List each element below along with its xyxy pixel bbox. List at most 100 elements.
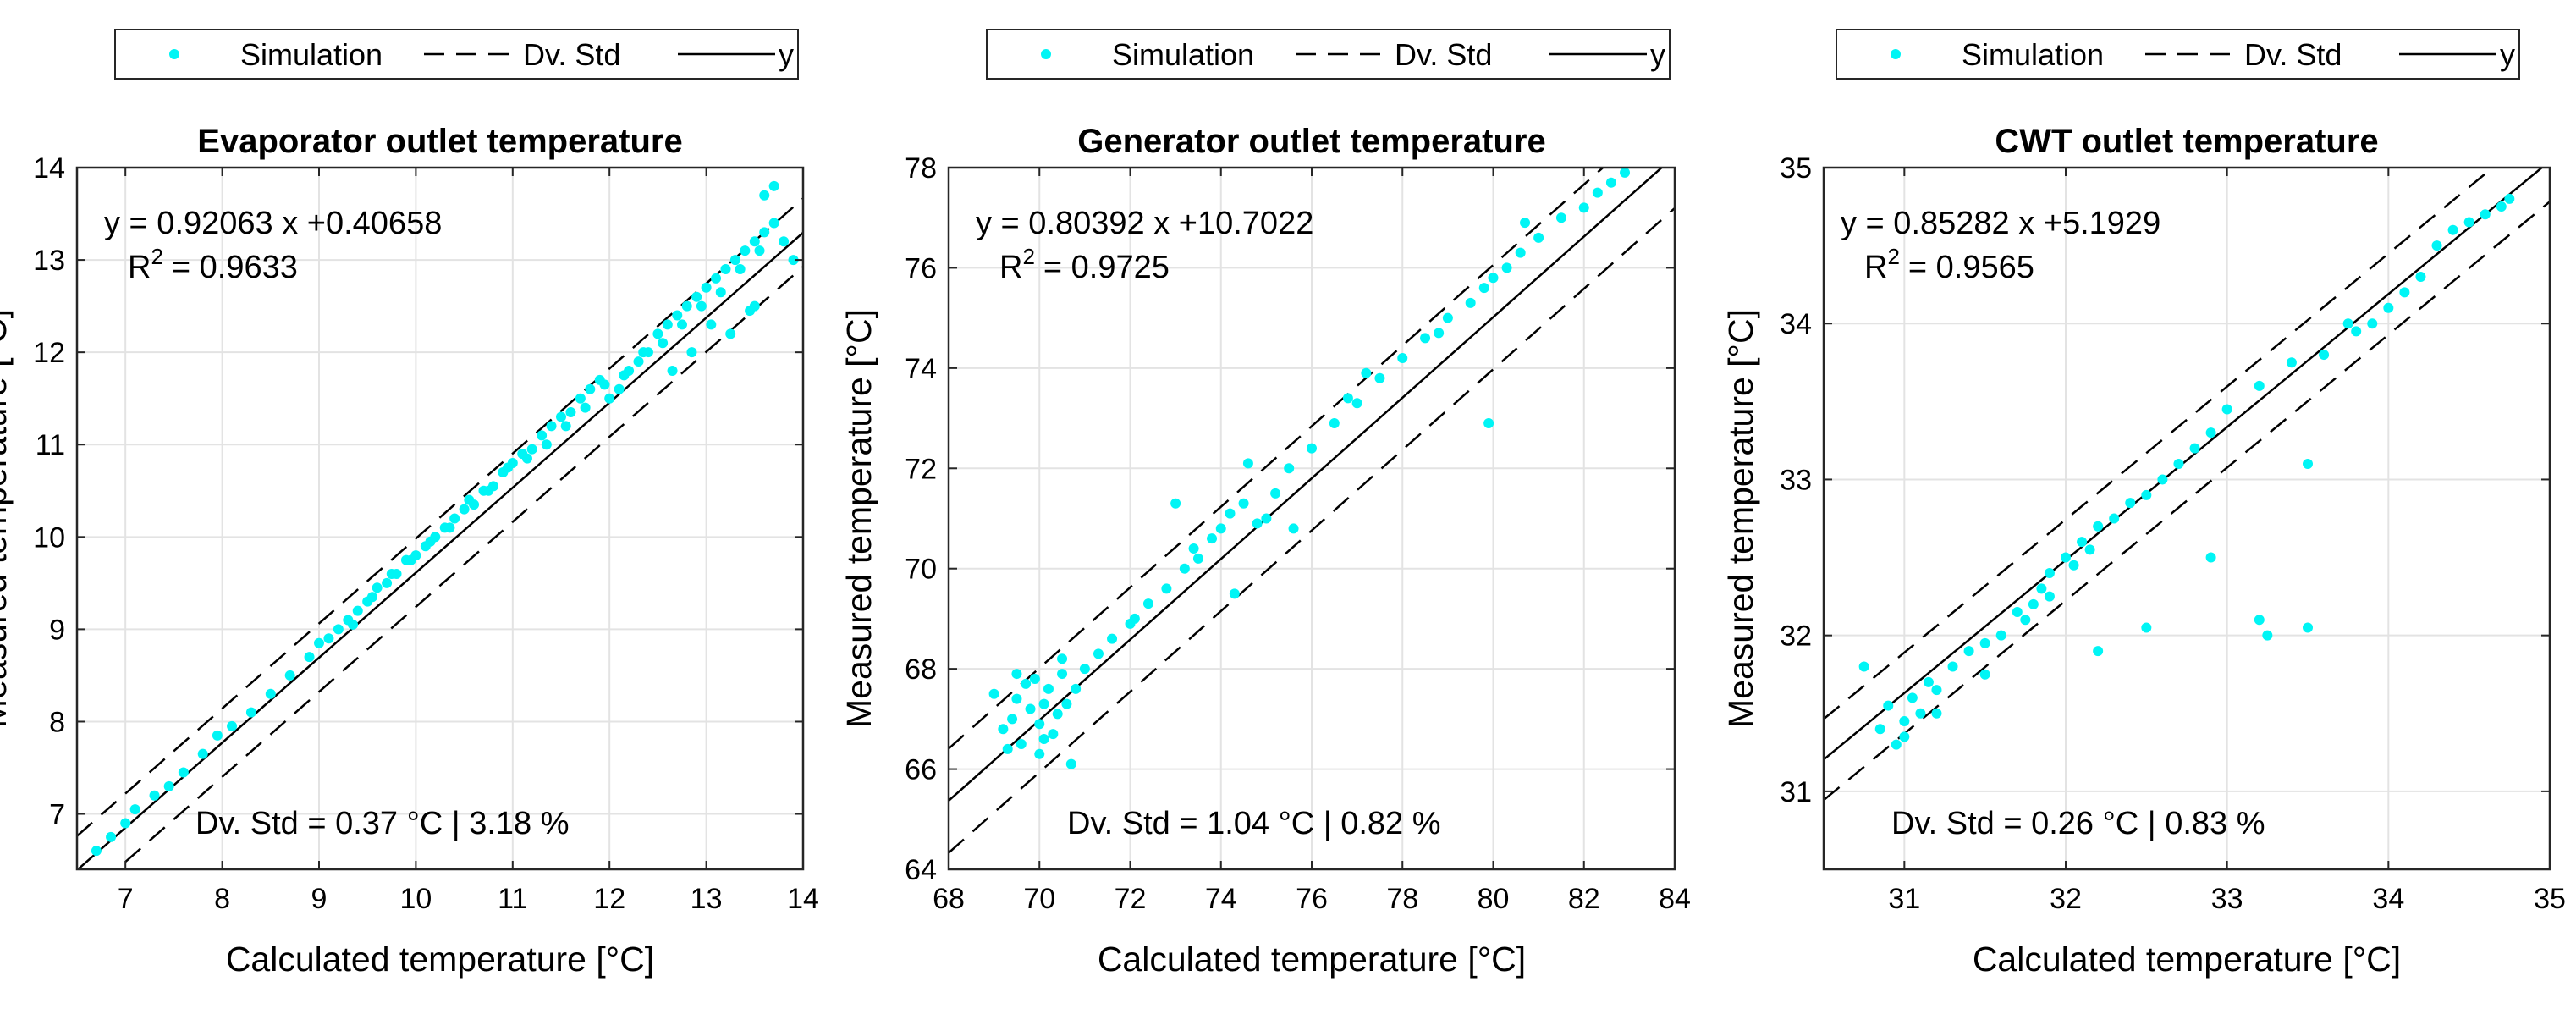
scatter-point <box>2109 513 2120 524</box>
scatter-point <box>245 707 256 718</box>
scatter-point <box>1442 312 1453 323</box>
scatter-point <box>2367 318 2378 329</box>
scatter-point <box>2093 521 2104 532</box>
r-squared-label: R2 = 0.9725 <box>999 244 1170 285</box>
scatter-point <box>1252 518 1263 529</box>
y-tick-label: 13 <box>33 245 65 277</box>
scatter-point <box>1465 297 1476 308</box>
scatter-point <box>265 688 276 699</box>
scatter-point <box>1931 685 1942 696</box>
legend-marker-simulation <box>1041 49 1051 59</box>
scatter-point <box>323 633 334 644</box>
scatter-point <box>1515 247 1526 258</box>
fit-lines <box>1824 168 2550 802</box>
lower-std-line <box>115 266 803 869</box>
scatter-point <box>1065 758 1076 769</box>
scatter-point <box>2077 537 2088 548</box>
scatter-point <box>1374 372 1385 383</box>
x-tick-label: 72 <box>1115 883 1147 915</box>
scatter-point <box>284 670 295 681</box>
scatter-point <box>768 180 779 191</box>
scatter-point <box>503 462 514 473</box>
scatter-point <box>1874 724 1885 735</box>
scatter-point <box>2351 326 2362 337</box>
scatter-point <box>662 319 673 330</box>
scatter-point <box>1578 202 1589 213</box>
scatter-point <box>658 338 669 349</box>
scatter-point <box>1397 353 1408 364</box>
x-axis-label: Calculated temperature [°C] <box>226 940 654 979</box>
x-tick-label: 13 <box>691 883 723 915</box>
scatter-point <box>1434 328 1445 339</box>
scatter-point <box>1021 678 1032 689</box>
r-squared-value: = 0.9565 <box>1908 250 2034 285</box>
scatter-point <box>1170 498 1181 509</box>
scatter-series <box>1858 193 2515 750</box>
scatter-point <box>1057 653 1068 664</box>
legend: Simulation Dv. Std y <box>986 29 1671 80</box>
r-squared-exponent: 2 <box>151 244 162 269</box>
legend-label-y: y <box>2500 37 2515 72</box>
scatter-point <box>129 804 140 815</box>
scatter-point <box>2383 302 2394 313</box>
scatter-point <box>405 554 416 565</box>
scatter-point <box>314 637 324 648</box>
r-squared-exponent: 2 <box>1887 244 1899 269</box>
x-tick-label: 35 <box>2534 883 2566 915</box>
scatter-point <box>681 300 692 312</box>
scatter-point <box>652 328 663 339</box>
chart-title: CWT outlet temperature <box>1995 123 2378 160</box>
scatter-point <box>163 780 174 791</box>
scatter-point <box>677 319 687 330</box>
scatter-point <box>2125 498 2136 509</box>
scatter-point <box>725 328 736 339</box>
scatter-point <box>2189 443 2200 454</box>
scatter-point <box>1207 533 1218 544</box>
scatter-point <box>2463 217 2474 228</box>
y-tick-label: 11 <box>36 429 65 461</box>
scatter-point <box>1225 508 1236 519</box>
y-tick-label: 74 <box>905 353 937 385</box>
scatter-point <box>333 624 344 635</box>
scatter-point <box>1048 729 1059 740</box>
scatter-point <box>619 370 630 381</box>
scatter-point <box>759 227 770 238</box>
legend-marker-simulation <box>169 49 179 59</box>
upper-std-line <box>1824 168 2495 720</box>
scatter-point <box>2447 224 2458 235</box>
r-squared-symbol: R <box>1864 250 1887 285</box>
scatter-point <box>1963 646 1974 657</box>
y-tick-label: 14 <box>33 152 65 185</box>
scatter-point <box>2262 630 2273 641</box>
scatter-point <box>599 379 610 390</box>
scatter-point <box>2012 607 2023 618</box>
scatter-point <box>740 245 751 256</box>
scatter-point <box>715 287 726 298</box>
scatter-point <box>1947 661 1958 672</box>
scatter-point <box>1288 523 1299 534</box>
y-tick-label: 12 <box>33 337 65 369</box>
x-tick-label: 9 <box>311 883 328 915</box>
y-tick-label: 66 <box>905 754 937 786</box>
x-axis-label: Calculated temperature [°C] <box>1098 940 1526 979</box>
scatter-point <box>372 582 383 593</box>
scatter-point <box>1501 262 1512 273</box>
x-tick-label: 70 <box>1023 883 1055 915</box>
scatter-point <box>2157 474 2168 485</box>
scatter-point <box>1979 637 1990 648</box>
scatter-point <box>1261 513 1272 524</box>
scatter-point <box>1361 367 1372 378</box>
plot-area <box>77 168 803 869</box>
x-tick-label: 12 <box>593 883 625 915</box>
scatter-point <box>1038 734 1049 745</box>
scatter-point <box>1142 598 1153 609</box>
x-tick-label: 31 <box>1888 883 1920 915</box>
scatter-point <box>672 310 683 321</box>
scatter-point <box>386 568 397 579</box>
scatter-point <box>425 536 436 547</box>
scatter-point <box>2319 350 2330 361</box>
x-tick-label: 8 <box>214 883 230 915</box>
scatter-point <box>2342 318 2353 329</box>
scatter-point <box>459 504 470 515</box>
scatter-point <box>1478 283 1489 294</box>
